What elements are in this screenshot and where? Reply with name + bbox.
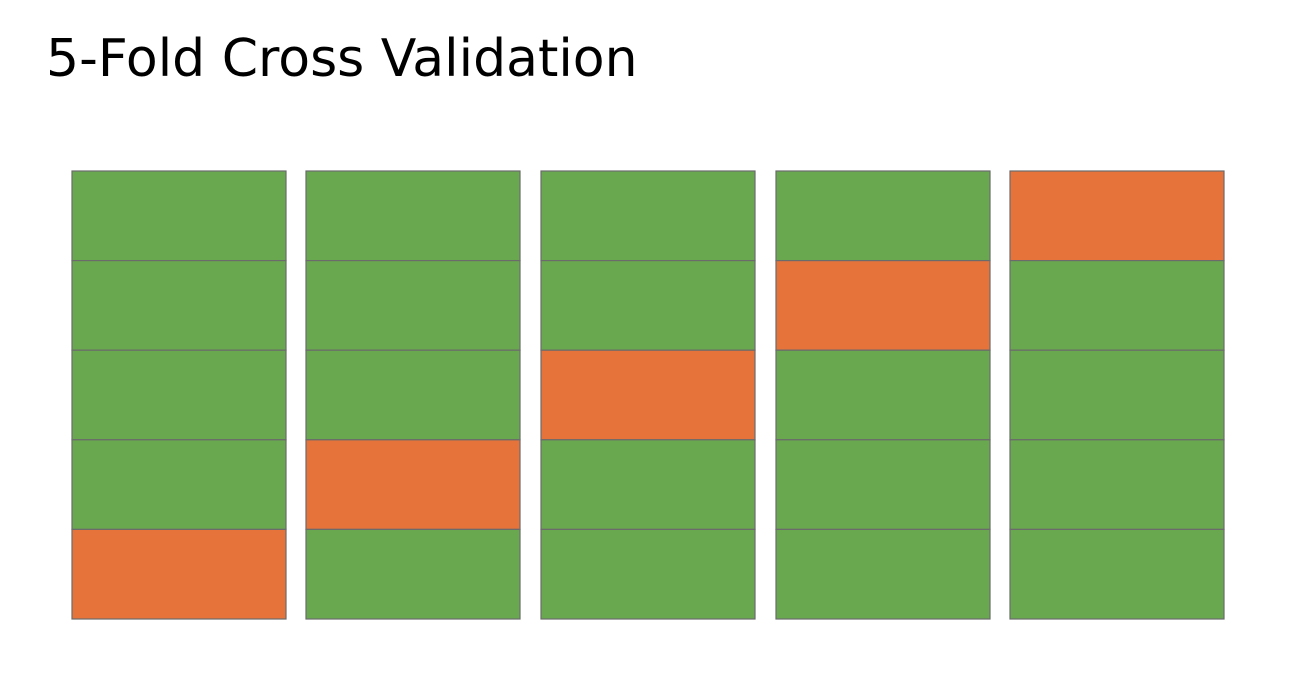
iteration-column-1: [71, 170, 287, 620]
training-fold-2-5: [305, 528, 521, 620]
training-fold-3-5: [540, 528, 756, 620]
training-fold-4-4: [775, 439, 991, 530]
training-fold-5-3: [1009, 349, 1225, 441]
validation-fold-2-4: [305, 439, 521, 530]
slide-title: 5-Fold Cross Validation: [46, 29, 638, 89]
training-fold-1-4: [71, 439, 287, 530]
training-fold-2-3: [305, 349, 521, 441]
training-fold-2-1: [305, 170, 521, 262]
iteration-column-3: [540, 170, 756, 620]
training-fold-1-2: [71, 260, 287, 351]
training-fold-2-2: [305, 260, 521, 351]
training-fold-3-2: [540, 260, 756, 351]
iteration-column-4: [775, 170, 991, 620]
training-fold-4-3: [775, 349, 991, 441]
training-fold-3-4: [540, 439, 756, 530]
validation-fold-5-1: [1009, 170, 1225, 262]
training-fold-3-1: [540, 170, 756, 262]
training-fold-1-3: [71, 349, 287, 441]
training-fold-5-2: [1009, 260, 1225, 351]
validation-fold-4-2: [775, 260, 991, 351]
training-fold-4-5: [775, 528, 991, 620]
validation-fold-3-3: [540, 349, 756, 441]
training-fold-5-4: [1009, 439, 1225, 530]
training-fold-1-1: [71, 170, 287, 262]
validation-fold-1-5: [71, 528, 287, 620]
iteration-column-5: [1009, 170, 1225, 620]
iteration-column-2: [305, 170, 521, 620]
training-fold-5-5: [1009, 528, 1225, 620]
training-fold-4-1: [775, 170, 991, 262]
